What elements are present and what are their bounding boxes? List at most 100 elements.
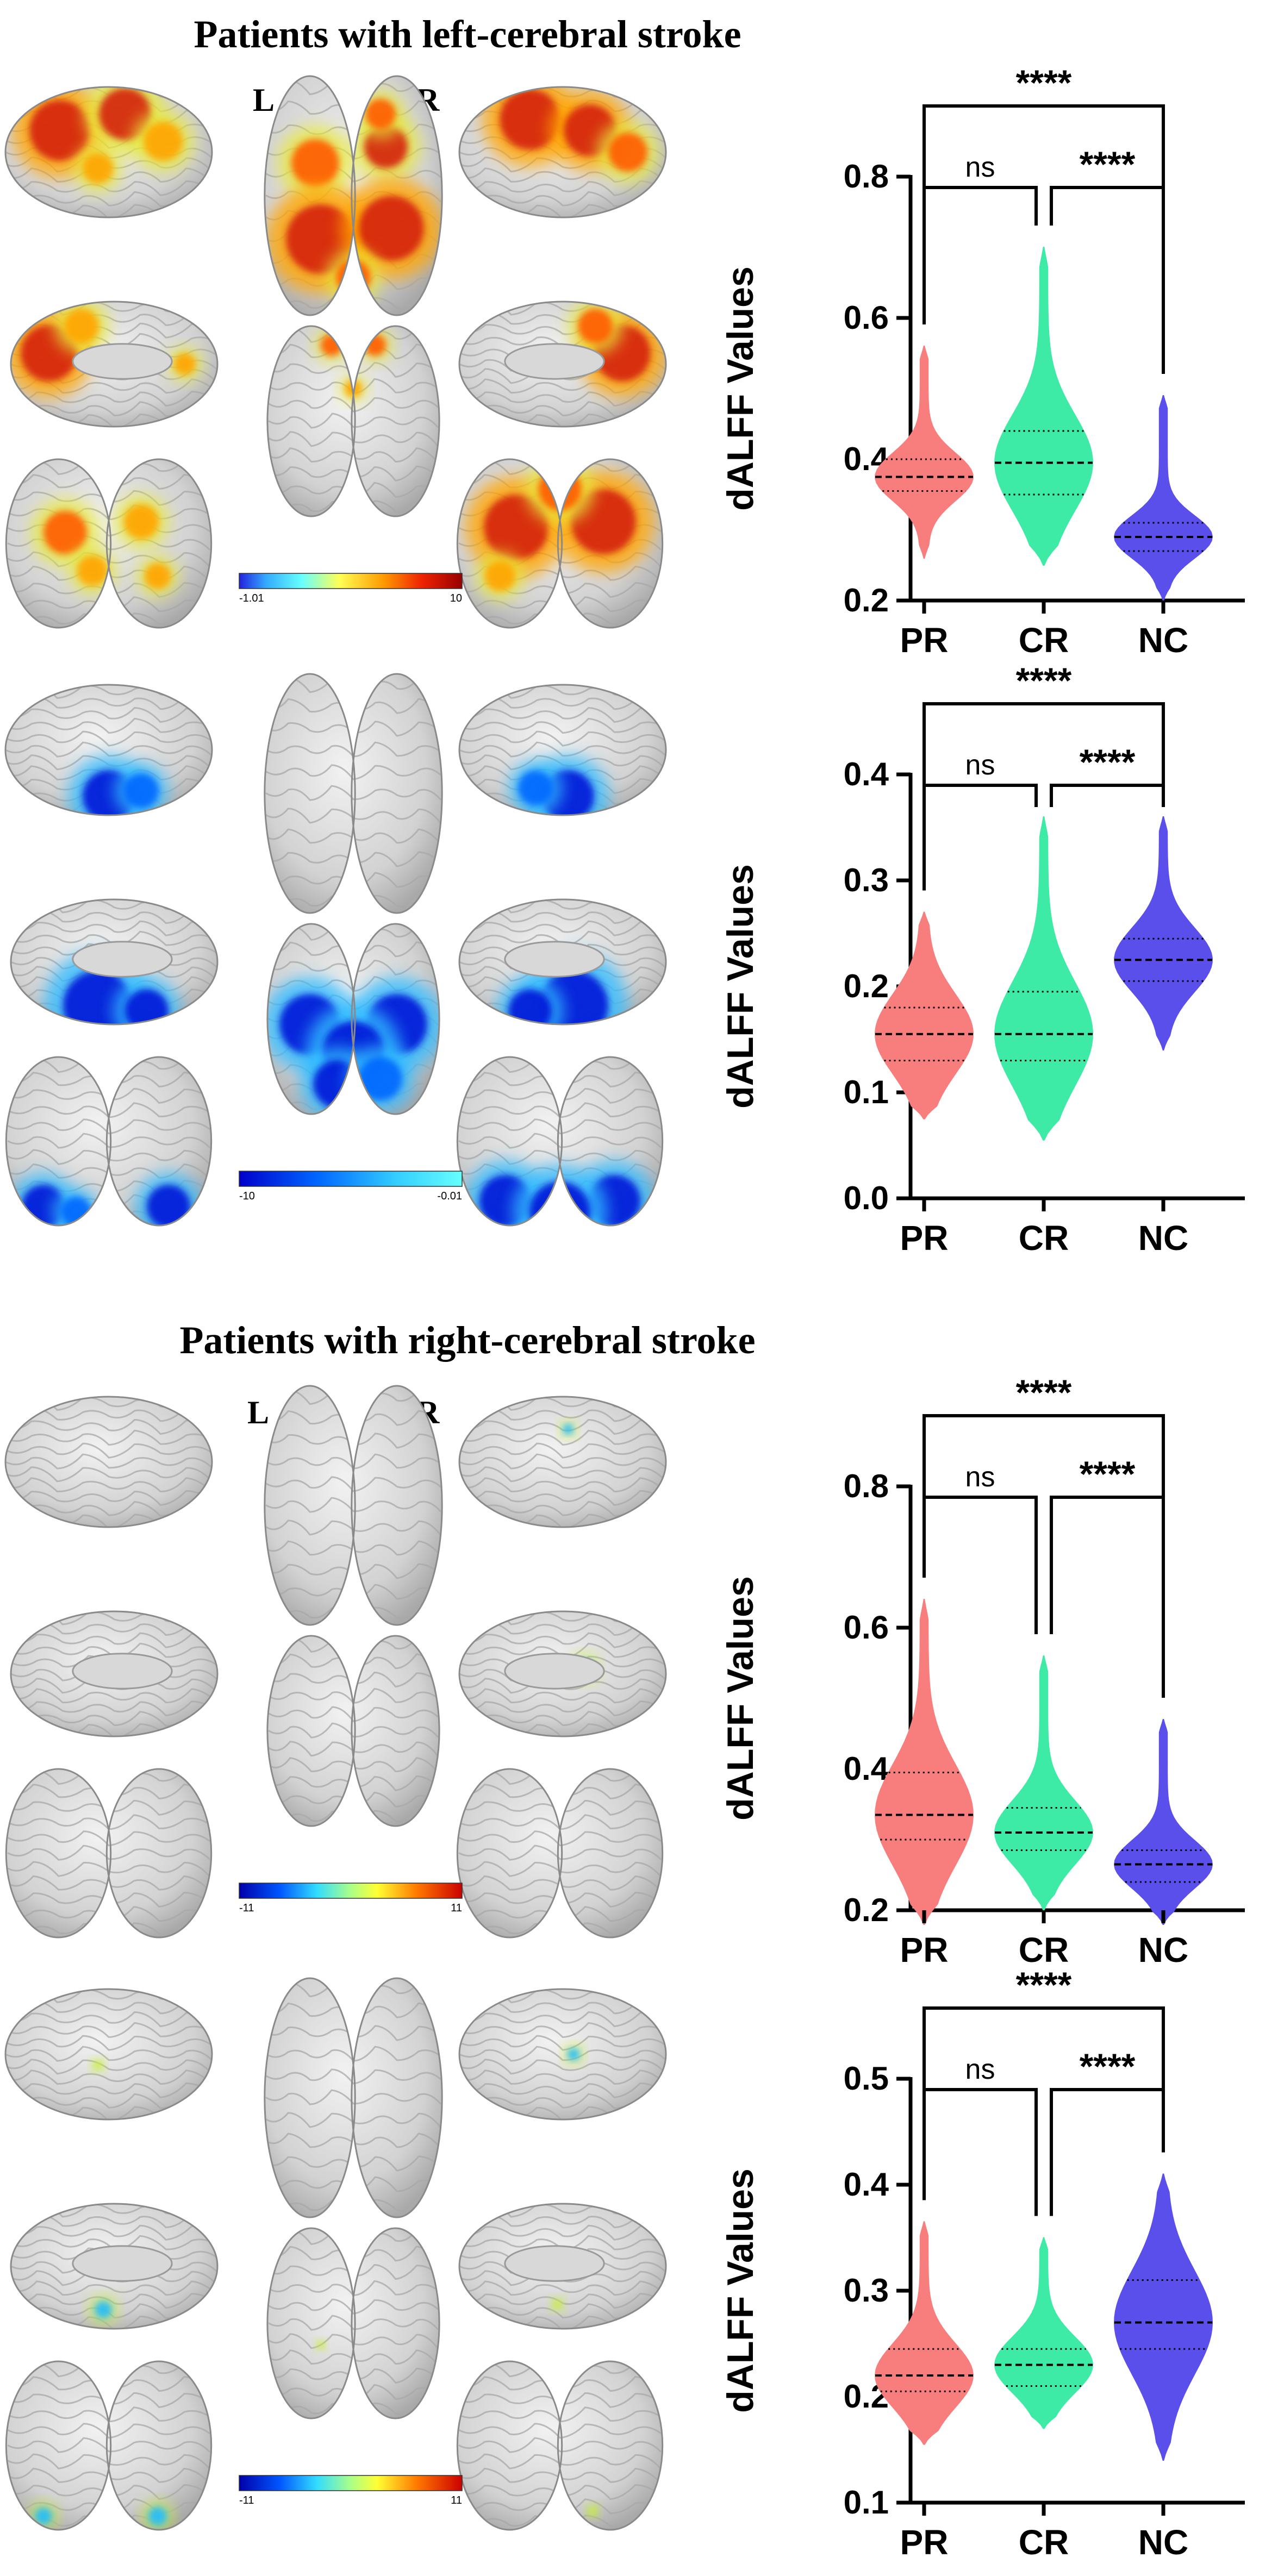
brain-view-front [5, 1056, 213, 1227]
brain-view-bottom [266, 1635, 440, 1827]
violin-pr [875, 911, 974, 1120]
x-tick-label: CR [1019, 1218, 1069, 1258]
y-tick-label: 0.8 [844, 1468, 889, 1504]
y-axis-label: dALFF Values [720, 864, 761, 1109]
colorbar-max-label: -0.01 [437, 1190, 462, 1202]
violin-nc [1113, 1719, 1213, 1925]
violin-nc [1113, 395, 1213, 601]
significance-label: **** [1016, 1967, 1072, 2005]
y-axis-label: dALFF Values [720, 2168, 761, 2413]
brain-view-med-r [458, 898, 667, 1026]
significance-bracket [1050, 784, 1165, 807]
significance-label: **** [1016, 65, 1072, 103]
y-tick-label: 0.8 [844, 158, 889, 195]
x-tick-label: PR [900, 1218, 949, 1258]
y-axis-label: dALFF Values [720, 266, 761, 511]
brain-view-back [456, 1768, 664, 1939]
colorbar-max-label: 10 [450, 592, 462, 604]
colorbar [239, 1171, 463, 1187]
x-tick-label: PR [900, 621, 949, 660]
brain-view-bottom [266, 325, 440, 517]
x-tick-label: NC [1138, 1930, 1188, 1969]
violin-nc [1114, 816, 1213, 1051]
left-stroke-heading: Patients with left-cerebral stroke [194, 12, 741, 56]
violin-pr [875, 346, 974, 559]
significance-label: **** [1080, 1454, 1136, 1494]
violin-pr [875, 2221, 974, 2445]
brain-view-med-l [10, 2203, 219, 2330]
significance-label: **** [1016, 1375, 1072, 1412]
colorbar [239, 1883, 463, 1899]
y-tick-label: 0.6 [844, 1609, 889, 1646]
brain-view-front [5, 1768, 213, 1939]
brain-view-lat-l [4, 1988, 213, 2121]
y-tick-label: 0.1 [844, 2484, 889, 2521]
y-tick-label: 0.2 [844, 582, 889, 618]
brain-view-med-l [10, 1610, 219, 1737]
significance-label: ns [965, 152, 995, 183]
brain-view-top [264, 1977, 443, 2218]
brain-view-lat-r [458, 86, 667, 218]
significance-bracket [923, 1496, 1038, 1634]
colorbar-min-label: -10 [239, 1190, 255, 1202]
y-tick-label: 0.4 [844, 1750, 889, 1787]
significance-label: **** [1080, 742, 1136, 782]
significance-bracket [923, 186, 1038, 324]
brain-activation-map: -10 -0.01 [4, 673, 667, 1227]
brain-view-lat-l [4, 86, 213, 218]
significance-bracket [923, 784, 1038, 891]
brain-view-back [456, 2360, 664, 2531]
y-tick-label: 0.6 [844, 299, 889, 336]
brain-view-back [456, 1056, 664, 1227]
violin-cr [994, 1655, 1093, 1911]
y-tick-label: 0.1 [844, 1074, 889, 1110]
violin-nc [1114, 2173, 1213, 2461]
x-tick-label: CR [1019, 1930, 1069, 1969]
significance-bracket [1050, 2088, 1165, 2216]
significance-bracket [923, 2088, 1038, 2216]
violin-cr [994, 816, 1093, 1141]
brain-activation-map: -1.01 10 [4, 75, 667, 629]
y-tick-label: 0.3 [844, 2272, 889, 2309]
y-tick-label: 0.3 [844, 862, 889, 898]
significance-label: **** [1080, 144, 1136, 184]
brain-view-med-l [10, 301, 219, 428]
significance-bracket [1050, 1496, 1165, 1698]
brain-view-lat-r [458, 684, 667, 816]
significance-bracket [923, 2006, 1165, 2200]
colorbar [239, 2475, 463, 2491]
y-tick-label: 0.5 [844, 2060, 889, 2097]
y-tick-label: 0.2 [844, 968, 889, 1004]
brain-view-lat-l [4, 1396, 213, 1528]
brain-view-med-r [458, 2203, 667, 2330]
brain-view-front [5, 458, 213, 629]
brain-activation-map: -11 11 [4, 1977, 667, 2531]
y-axis-label: dALFF Values [720, 1576, 761, 1821]
brain-activation-map: -11 11 [4, 1385, 667, 1939]
x-tick-label: CR [1019, 621, 1069, 660]
brain-view-med-r [458, 1610, 667, 1737]
brain-view-top [264, 75, 443, 316]
significance-label: **** [1016, 663, 1072, 701]
brain-view-top [264, 1385, 443, 1626]
y-tick-label: 0.2 [844, 1892, 889, 1928]
x-tick-label: NC [1138, 1218, 1188, 1258]
brain-view-med-r [458, 301, 667, 428]
colorbar-min-label: -1.01 [239, 592, 264, 604]
x-tick-label: NC [1138, 621, 1188, 660]
colorbar-min-label: -11 [239, 2494, 254, 2506]
violin-cr [994, 2237, 1094, 2429]
violin-pr [875, 1599, 974, 1925]
right-stroke-heading: Patients with right-cerebral stroke [179, 1318, 756, 1362]
colorbar-min-label: -11 [239, 1902, 254, 1914]
x-tick-label: PR [900, 2523, 949, 2562]
y-tick-label: 0.4 [844, 756, 889, 792]
brain-view-front [5, 2360, 213, 2531]
x-tick-label: CR [1019, 2523, 1069, 2562]
x-tick-label: PR [900, 1930, 949, 1969]
violin-chart: 0.0 0.1 0.2 0.3 0.4 dALFF Values PR CR NC **** ns *… [720, 663, 1245, 1258]
violin-cr [994, 247, 1093, 566]
hemisphere-label-left: L [253, 82, 275, 118]
significance-label: **** [1080, 2046, 1136, 2086]
